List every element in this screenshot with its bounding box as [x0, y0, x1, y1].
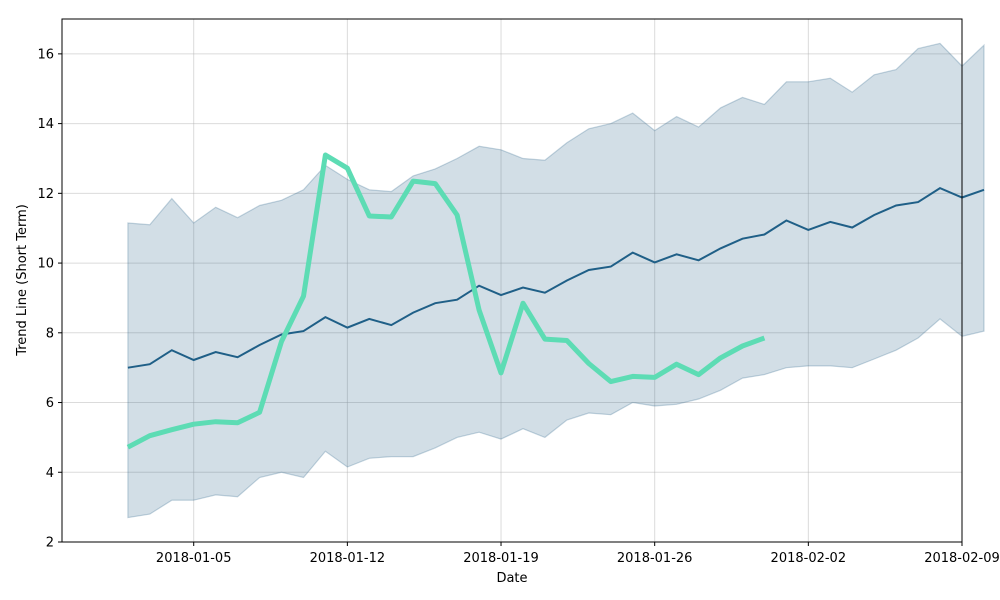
x-axis-label: Date [496, 571, 527, 586]
y-tick-label-2: 6 [46, 396, 54, 411]
y-tick-label-4: 10 [37, 257, 54, 272]
y-tick-label-6: 14 [37, 117, 54, 132]
y-tick-label-0: 2 [46, 536, 54, 551]
x-tick-label-0: 2018-01-05 [156, 551, 232, 566]
y-tick-label-3: 8 [46, 326, 54, 341]
y-tick-label-7: 16 [37, 47, 54, 62]
x-axis-ticks: 2018-01-05 2018-01-12 2018-01-19 2018-01-26… [156, 542, 1000, 566]
x-tick-label-4: 2018-02-02 [771, 551, 847, 566]
trend-series-line [127, 186, 985, 369]
x-tick-label-3: 2018-01-26 [617, 551, 693, 566]
y-tick-label-1: 4 [46, 466, 54, 481]
plot-frame [61, 18, 963, 543]
y-axis-ticks: 2 4 6 8 10 12 14 16 [37, 47, 62, 551]
x-tick-label-2: 2018-01-19 [463, 551, 539, 566]
x-tick-label-5: 2018-02-09 [924, 551, 1000, 566]
confidence-band [127, 42, 985, 519]
y-tick-label-5: 12 [37, 187, 54, 202]
y-axis-label: Trend Line (Short Term) [15, 204, 30, 357]
x-tick-label-1: 2018-01-12 [310, 551, 386, 566]
actual-series-line [126, 152, 766, 450]
